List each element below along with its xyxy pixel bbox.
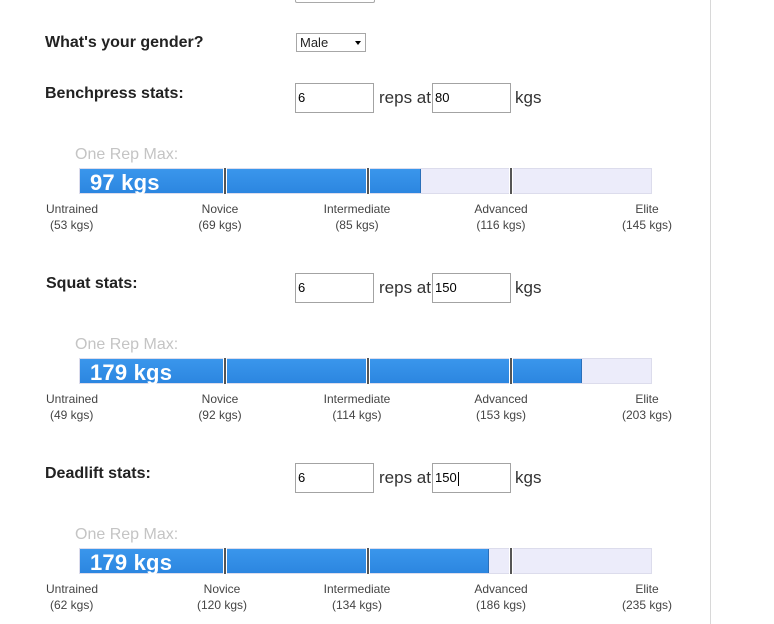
one-rep-max-value: 179 kgs [90, 360, 173, 385]
level-kgs: (145 kgs) [621, 218, 673, 232]
reps-at-label: reps at [379, 88, 431, 107]
level-name: Advanced [474, 582, 528, 596]
benchpress-reps-input[interactable]: 6 [295, 83, 374, 113]
level-untrained: Untrained (53 kgs) [46, 201, 126, 233]
level-name: Novice [203, 582, 241, 596]
level-name: Intermediate [323, 392, 391, 406]
level-untrained: Untrained (49 kgs) [46, 391, 126, 423]
one-rep-max-value: 97 kgs [90, 170, 160, 195]
level-kgs: (120 kgs) [196, 598, 248, 612]
level-intermediate: Intermediate (85 kgs) [302, 201, 412, 233]
strength-meter-fill [80, 169, 421, 193]
level-name: Novice [201, 392, 239, 406]
level-name: Intermediate [323, 202, 391, 216]
level-kgs: (62 kgs) [50, 598, 94, 612]
level-name: Intermediate [323, 582, 391, 596]
level-kgs: (203 kgs) [621, 408, 673, 422]
one-rep-max-value: 179 kgs [90, 550, 173, 575]
level-kgs: (92 kgs) [198, 408, 242, 422]
strength-meter-fill [80, 549, 490, 573]
level-marker [366, 168, 370, 194]
level-kgs: (49 kgs) [50, 408, 94, 422]
level-marker [509, 168, 513, 194]
deadlift-label: Deadlift stats: [45, 465, 151, 482]
level-name: Untrained [46, 202, 99, 216]
level-name: Untrained [46, 392, 99, 406]
level-elite: Elite (235 kgs) [592, 581, 702, 613]
deadlift-weight-value: 150 [435, 470, 457, 485]
level-novice: Novice (120 kgs) [167, 581, 277, 613]
level-kgs: (134 kgs) [331, 598, 383, 612]
level-name: Advanced [474, 202, 528, 216]
level-marker [223, 168, 227, 194]
level-marker [509, 548, 513, 574]
level-untrained: Untrained (62 kgs) [46, 581, 126, 613]
one-rep-max-label: One Rep Max: [75, 526, 179, 543]
content-divider [710, 0, 711, 624]
level-kgs: (186 kgs) [475, 598, 527, 612]
level-name: Elite [635, 392, 659, 406]
level-advanced: Advanced (186 kgs) [446, 581, 556, 613]
level-advanced: Advanced (153 kgs) [446, 391, 556, 423]
one-rep-max-label: One Rep Max: [75, 146, 179, 163]
level-kgs: (235 kgs) [621, 598, 673, 612]
deadlift-reps-input[interactable]: 6 [295, 463, 374, 493]
level-elite: Elite (203 kgs) [592, 391, 702, 423]
chevron-down-icon [355, 41, 361, 45]
previous-input-field[interactable] [295, 0, 375, 3]
one-rep-max-label: One Rep Max: [75, 336, 179, 353]
benchpress-label: Benchpress stats: [45, 85, 184, 102]
level-marker [366, 548, 370, 574]
strength-meter: 179 kgs [79, 358, 652, 385]
gender-select[interactable]: Male [296, 33, 366, 52]
level-advanced: Advanced (116 kgs) [446, 201, 556, 233]
level-marker [223, 358, 227, 384]
text-cursor [457, 471, 459, 486]
level-marker [223, 548, 227, 574]
benchpress-weight-input[interactable]: 80 [432, 83, 511, 113]
strength-meter-fill [80, 359, 583, 383]
level-name: Elite [635, 582, 659, 596]
squat-reps-input[interactable]: 6 [295, 273, 374, 303]
level-name: Untrained [46, 582, 99, 596]
level-name: Advanced [474, 392, 528, 406]
deadlift-weight-input[interactable]: 150 [432, 463, 511, 493]
unit-label: kgs [515, 468, 542, 487]
unit-label: kgs [515, 88, 542, 107]
level-novice: Novice (92 kgs) [165, 391, 275, 423]
strength-meter: 97 kgs [79, 168, 652, 195]
level-intermediate: Intermediate (114 kgs) [302, 391, 412, 423]
level-elite: Elite (145 kgs) [592, 201, 702, 233]
squat-weight-input[interactable]: 150 [432, 273, 511, 303]
level-kgs: (153 kgs) [475, 408, 527, 422]
squat-label: Squat stats: [46, 275, 138, 292]
level-name: Elite [635, 202, 659, 216]
level-name: Novice [201, 202, 239, 216]
level-intermediate: Intermediate (134 kgs) [302, 581, 412, 613]
level-kgs: (116 kgs) [476, 218, 526, 232]
gender-selected-value: Male [300, 35, 329, 50]
level-marker [509, 358, 513, 384]
strength-meter: 179 kgs [79, 548, 652, 575]
level-kgs: (53 kgs) [50, 218, 94, 232]
reps-at-label: reps at [379, 468, 431, 487]
level-marker [366, 358, 370, 384]
level-kgs: (85 kgs) [335, 218, 379, 232]
level-kgs: (114 kgs) [332, 408, 382, 422]
gender-label: What's your gender? [45, 34, 204, 51]
reps-at-label: reps at [379, 278, 431, 297]
level-novice: Novice (69 kgs) [165, 201, 275, 233]
unit-label: kgs [515, 278, 542, 297]
level-kgs: (69 kgs) [198, 218, 242, 232]
